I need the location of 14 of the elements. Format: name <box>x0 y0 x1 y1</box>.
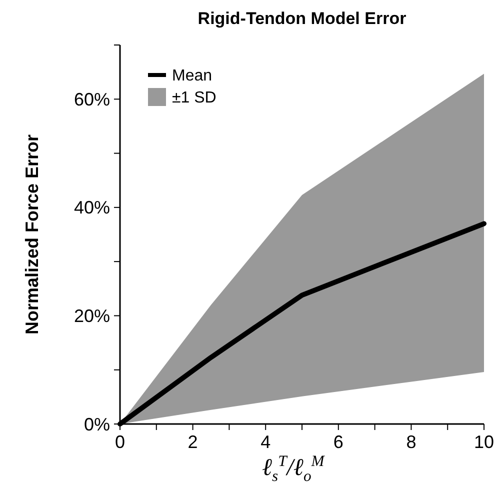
legend-label: Mean <box>172 68 212 85</box>
y-axis-title: Normalized Force Error <box>22 134 42 335</box>
x-tick-label: 4 <box>260 432 271 452</box>
chart-title: Rigid-Tendon Model Error <box>198 9 407 28</box>
y-tick-label: 0% <box>84 414 110 434</box>
annotation: ±1 SD <box>172 90 216 107</box>
y-tick-label: 40% <box>74 198 110 218</box>
x-tick-label: 2 <box>188 432 198 452</box>
x-tick-label: 8 <box>406 432 416 452</box>
y-tick-label: 60% <box>74 89 110 110</box>
x-tick-label: 10 <box>474 432 494 452</box>
x-tick-label: 6 <box>333 432 344 452</box>
x-tick-label: 0 <box>114 432 126 452</box>
y-tick-label: 20% <box>74 306 110 326</box>
